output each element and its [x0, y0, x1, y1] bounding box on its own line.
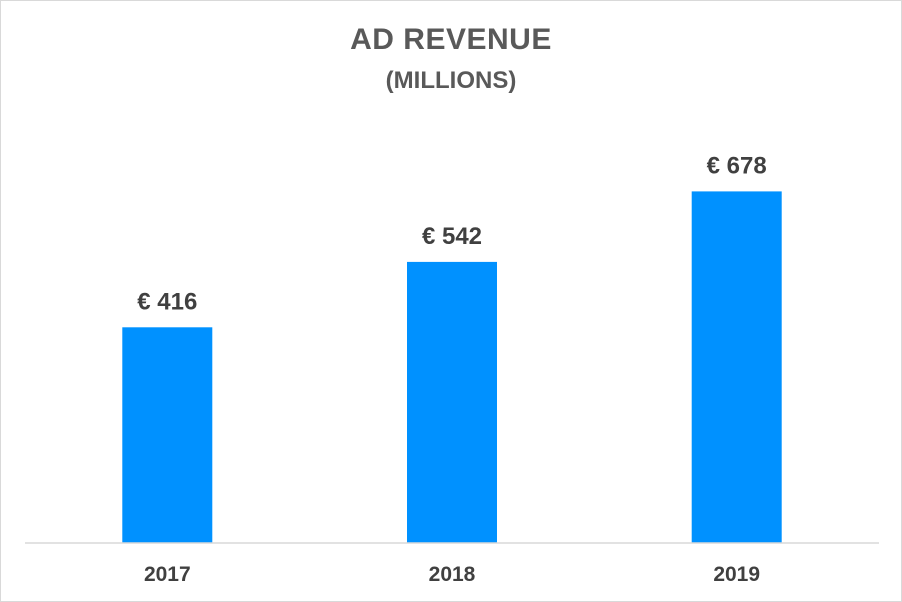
data-label-2019: € 678	[707, 152, 767, 179]
x-tick-label-2018: 2018	[429, 563, 476, 586]
chart-subtitle: (MILLIONS)	[385, 67, 517, 94]
bar-2019	[691, 191, 782, 543]
data-label-2018: € 542	[422, 223, 482, 250]
chart-title: AD REVENUE	[350, 23, 552, 56]
data-label-2017: € 416	[137, 288, 197, 315]
x-tick-label-2019: 2019	[713, 563, 760, 586]
x-tick-label-2017: 2017	[144, 563, 191, 586]
bar-2018	[407, 261, 497, 543]
bar-2017	[122, 327, 213, 543]
